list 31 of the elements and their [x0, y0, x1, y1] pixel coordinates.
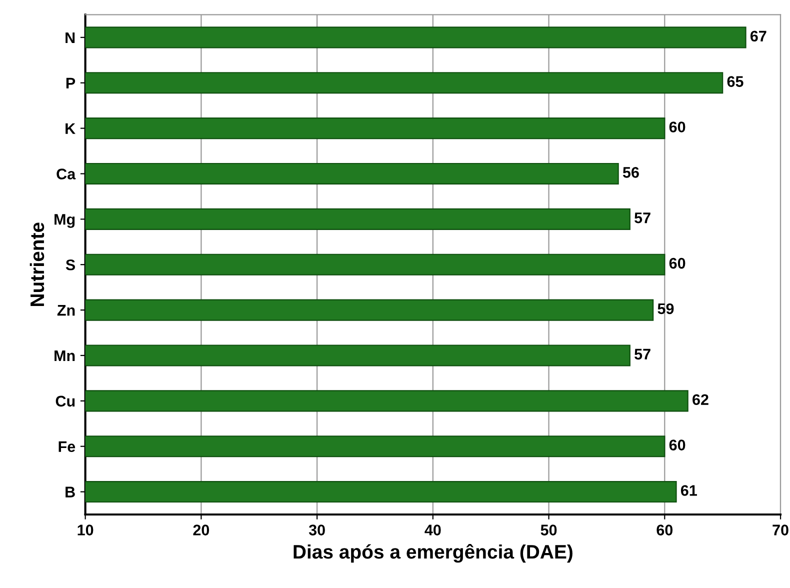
y-tick-label: Ca: [56, 168, 76, 180]
y-tick-label: Zn: [57, 305, 75, 316]
x-tick-label: 20: [193, 524, 210, 536]
y-tick-label: Mn: [54, 350, 75, 362]
data-label: 56: [622, 167, 639, 178]
y-tick-label: P: [66, 78, 76, 88]
x-axis-title: Dias após a emergência (DAE): [294, 544, 572, 563]
y-tick-label: Cu: [56, 396, 75, 407]
data-label: 59: [658, 303, 674, 314]
y-axis-title: Nutriente: [30, 222, 44, 306]
data-label: 61: [680, 485, 697, 496]
x-tick-label: 60: [656, 524, 673, 536]
data-label: 60: [669, 440, 686, 450]
x-tick-label: 50: [540, 524, 557, 536]
data-label: 65: [727, 76, 744, 87]
y-tick-label: K: [66, 123, 76, 134]
y-tick-label: N: [66, 32, 75, 43]
data-label: 60: [669, 258, 686, 269]
y-tick-label: Fe: [58, 441, 76, 452]
x-tick-label: 40: [424, 524, 441, 536]
x-tick-label: 10: [78, 524, 94, 536]
x-tick-label: 30: [308, 524, 325, 536]
data-label: 57: [634, 348, 650, 360]
y-tick-label: S: [66, 259, 75, 270]
y-tick-label: B: [66, 486, 75, 498]
y-tick-label: Mg: [54, 214, 75, 228]
data-label: 62: [692, 394, 708, 406]
x-tick-label: 70: [772, 524, 788, 536]
data-label: 57: [634, 212, 650, 224]
data-label: 60: [669, 122, 686, 132]
data-label: 67: [750, 30, 766, 42]
